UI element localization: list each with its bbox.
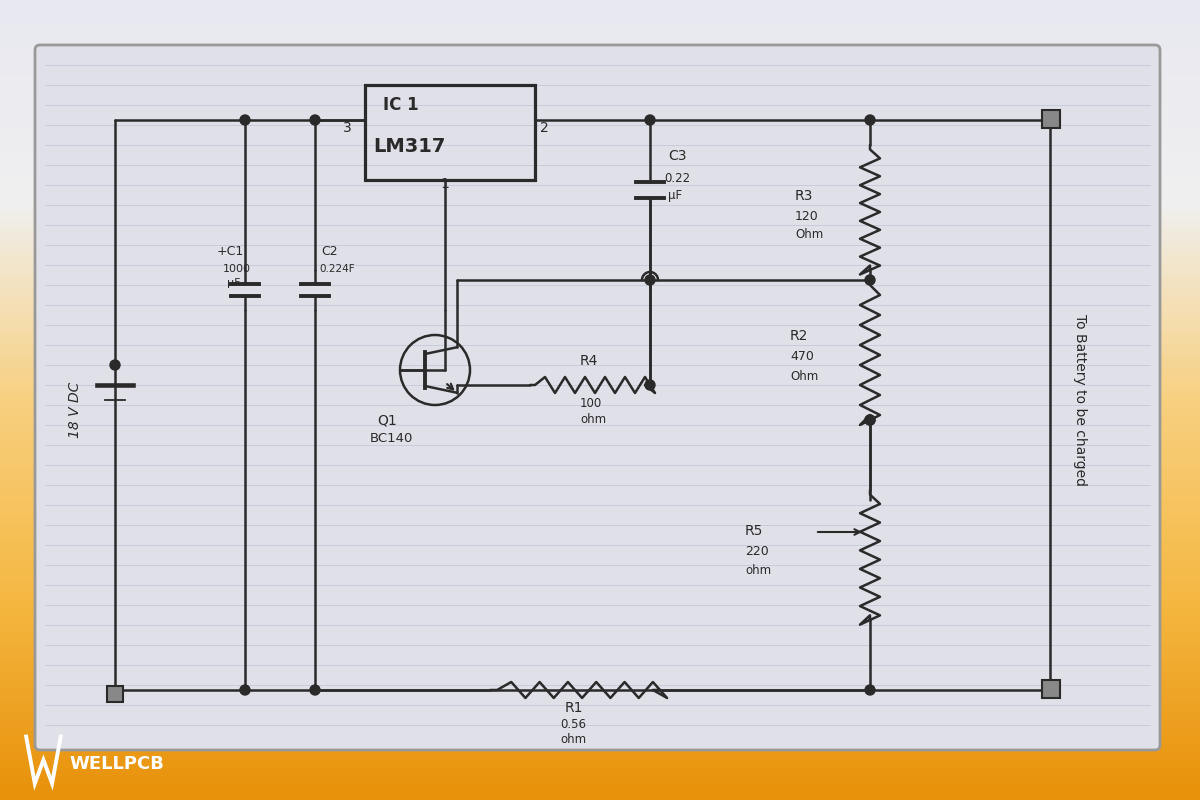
Text: Ohm: Ohm (796, 228, 823, 241)
Text: 0.22: 0.22 (664, 172, 690, 185)
Text: To Battery to be charged: To Battery to be charged (1073, 314, 1087, 486)
Circle shape (240, 685, 250, 695)
Bar (107, 686, 124, 702)
Text: 120: 120 (796, 210, 818, 223)
Circle shape (865, 415, 875, 425)
Text: 18 V DC: 18 V DC (68, 382, 82, 438)
Text: ohm: ohm (560, 733, 586, 746)
Text: 0.56: 0.56 (560, 718, 586, 731)
FancyBboxPatch shape (35, 45, 1160, 750)
Text: R4: R4 (580, 354, 599, 368)
Text: Ohm: Ohm (790, 370, 818, 383)
Text: μF: μF (668, 189, 682, 202)
Text: R3: R3 (796, 189, 814, 203)
Text: R1: R1 (565, 701, 583, 715)
Text: ohm: ohm (580, 413, 606, 426)
Text: 2: 2 (540, 121, 548, 135)
Text: 0.224F: 0.224F (319, 264, 355, 274)
Text: ohm: ohm (745, 564, 772, 577)
Text: 3: 3 (343, 121, 352, 135)
Text: 220: 220 (745, 545, 769, 558)
Text: 1000: 1000 (223, 264, 251, 274)
Circle shape (240, 115, 250, 125)
Bar (1042, 680, 1060, 698)
Bar (1042, 110, 1060, 128)
Text: +C1: +C1 (217, 245, 245, 258)
Text: WELLPCB: WELLPCB (70, 755, 164, 774)
Text: 470: 470 (790, 350, 814, 363)
Circle shape (865, 115, 875, 125)
Circle shape (310, 115, 320, 125)
Text: C3: C3 (668, 149, 686, 163)
Circle shape (646, 115, 655, 125)
Text: R5: R5 (745, 524, 763, 538)
Bar (365, 85, 535, 180)
Circle shape (865, 685, 875, 695)
Text: IC 1: IC 1 (383, 96, 419, 114)
Circle shape (646, 380, 655, 390)
Text: R2: R2 (790, 329, 809, 343)
Text: Q1: Q1 (377, 414, 397, 428)
Circle shape (110, 360, 120, 370)
Text: BC140: BC140 (370, 432, 413, 445)
Text: LM317: LM317 (373, 137, 445, 156)
Circle shape (865, 275, 875, 285)
Text: 100: 100 (580, 397, 602, 410)
Text: 1: 1 (440, 177, 449, 191)
Circle shape (646, 275, 655, 285)
Circle shape (865, 415, 875, 425)
Text: C2: C2 (322, 245, 337, 258)
Text: μF: μF (227, 278, 240, 288)
Circle shape (310, 685, 320, 695)
